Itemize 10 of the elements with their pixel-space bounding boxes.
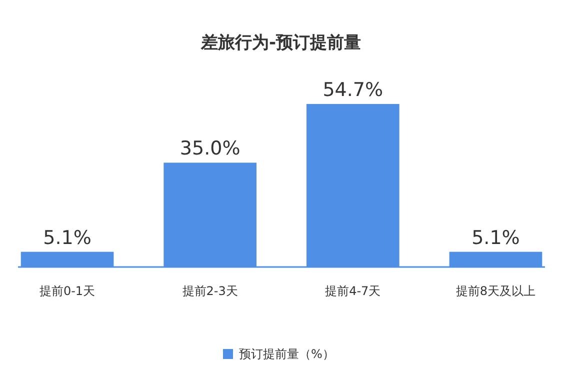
data-label: 5.1% xyxy=(43,226,92,249)
x-tick-label: 提前8天及以上 xyxy=(456,284,536,298)
x-tick-label: 提前0-1天 xyxy=(39,284,96,298)
legend-label: 预订提前量（%） xyxy=(239,347,334,361)
data-label: 35.0% xyxy=(180,138,240,160)
x-tick-label: 提前2-3天 xyxy=(182,284,238,298)
chart-title: 差旅行为-预订提前量 xyxy=(200,33,362,53)
data-label: 54.7% xyxy=(322,78,384,101)
data-label: 5.1% xyxy=(472,226,520,249)
x-tick-label: 提前4-7天 xyxy=(325,284,381,298)
